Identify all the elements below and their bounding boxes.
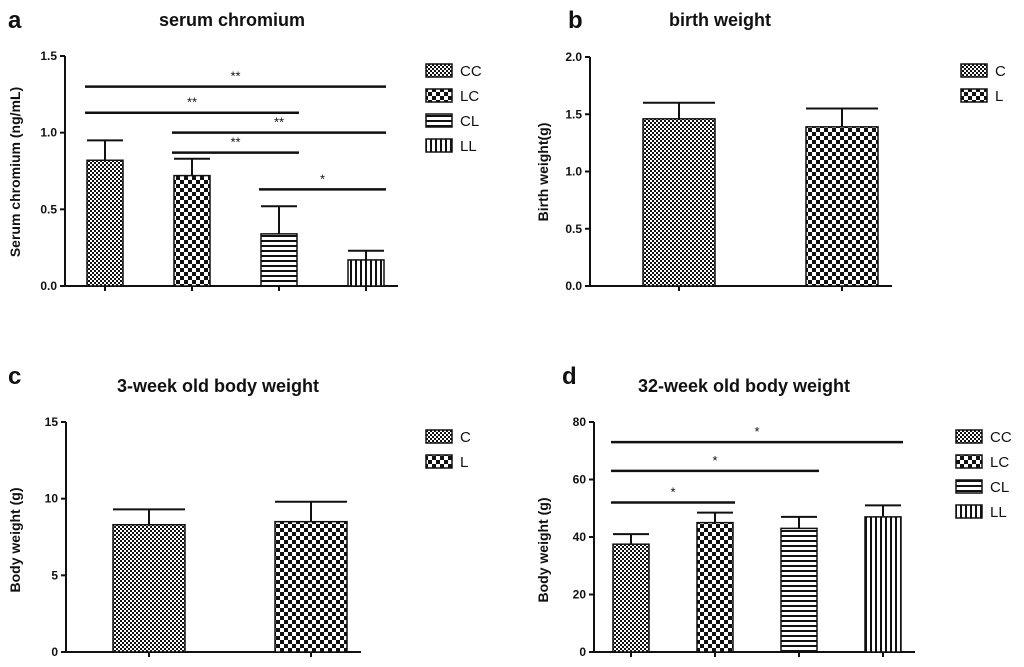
y-tick-label: 0	[51, 645, 58, 659]
y-tick-label: 60	[573, 473, 587, 487]
legend-swatch	[960, 88, 988, 103]
panel-letter: b	[568, 7, 583, 34]
legend-label: LL	[990, 504, 1007, 521]
y-tick-label: 20	[573, 588, 587, 602]
legend-swatch	[425, 88, 453, 103]
panel-letter: c	[8, 363, 21, 390]
bar-lc	[173, 174, 211, 287]
legend-swatch	[960, 63, 988, 78]
legend-swatch	[425, 138, 453, 153]
bar-ll	[864, 516, 902, 653]
chart-title: 3-week old body weight	[117, 376, 319, 396]
panel-a: a serum chromium Serum chromium (ng/mL) …	[7, 7, 482, 293]
legend-label: L	[460, 454, 468, 471]
bar-l	[805, 126, 879, 287]
panel-d: d 32-week old body weight Body weight (g…	[535, 363, 1012, 659]
significance-label: *	[754, 424, 759, 439]
legend-label: LL	[460, 138, 477, 155]
y-tick-label: 0.5	[565, 222, 582, 236]
bar-cl	[780, 527, 818, 653]
legend-label: CC	[990, 429, 1012, 446]
y-axis-label: Serum chromium (ng/mL)	[7, 87, 23, 257]
legend-label: CL	[460, 113, 479, 130]
significance-label: **	[187, 95, 197, 110]
legend-label: L	[995, 88, 1003, 105]
significance-label: *	[670, 485, 675, 500]
y-tick-label: 1.0	[40, 126, 57, 140]
legend-label: C	[995, 63, 1006, 80]
legend-swatch	[425, 113, 453, 128]
legend-swatch	[425, 454, 453, 469]
chart-title: serum chromium	[159, 10, 305, 30]
y-tick-label: 40	[573, 530, 587, 544]
bar-l	[274, 520, 348, 653]
legend-label: CC	[460, 63, 482, 80]
legend-swatch	[425, 429, 453, 444]
y-axis-label: Birth weight(g)	[535, 123, 551, 222]
bar-c	[642, 118, 716, 287]
significance-label: *	[320, 171, 325, 186]
panel-letter: d	[562, 363, 577, 390]
legend-label: LC	[990, 454, 1009, 471]
y-tick-label: 1.0	[565, 165, 582, 179]
legend-swatch	[955, 429, 983, 444]
legend-swatch	[955, 454, 983, 469]
legend-label: LC	[460, 88, 479, 105]
bar-ll	[347, 259, 385, 287]
y-tick-label: 0.0	[40, 279, 57, 293]
legend-swatch	[955, 479, 983, 494]
y-tick-label: 0	[579, 645, 586, 659]
significance-label: **	[230, 135, 240, 150]
y-tick-label: 0.0	[565, 279, 582, 293]
legend-swatch	[955, 504, 983, 519]
panel-b: b birth weight Birth weight(g) 0.0 0.5 1.0…	[535, 7, 1006, 293]
bar-lc	[696, 521, 734, 653]
y-tick-label: 80	[573, 415, 587, 429]
y-axis-label: Body weight (g)	[7, 488, 23, 593]
bar-cc	[612, 543, 650, 653]
bar-cl	[260, 233, 298, 287]
bar-c	[112, 523, 186, 653]
y-tick-label: 10	[45, 492, 59, 506]
bar-cc	[86, 159, 124, 287]
significance-label: **	[230, 69, 240, 84]
chart-title: birth weight	[669, 10, 771, 30]
legend-label: CL	[990, 479, 1009, 496]
significance-label: **	[274, 115, 284, 130]
y-tick-label: 1.5	[40, 49, 57, 63]
y-tick-label: 15	[45, 415, 59, 429]
panel-letter: a	[8, 7, 22, 34]
legend-label: C	[460, 429, 471, 446]
y-axis-label: Body weight (g)	[535, 498, 551, 603]
panel-c: c 3-week old body weight Body weight (g)…	[7, 363, 471, 659]
significance-label: *	[712, 453, 717, 468]
y-tick-label: 5	[51, 568, 58, 582]
chart-title: 32-week old body weight	[638, 376, 850, 396]
legend-swatch	[425, 63, 453, 78]
y-tick-label: 0.5	[40, 202, 57, 216]
y-tick-label: 1.5	[565, 107, 582, 121]
y-tick-label: 2.0	[565, 50, 582, 64]
